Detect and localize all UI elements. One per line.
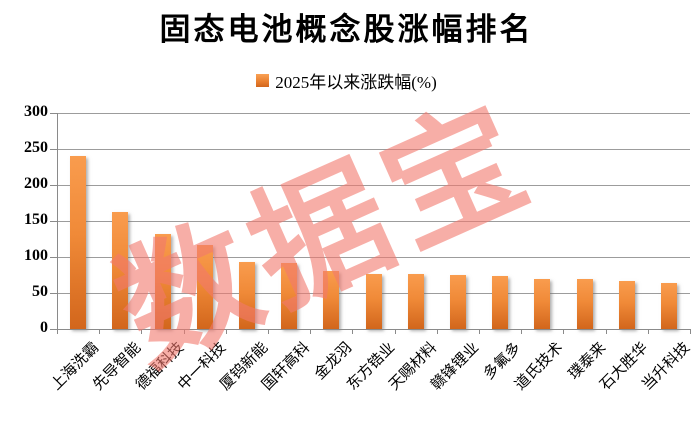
y-axis-tick-label: 0 <box>40 319 48 336</box>
gridline <box>57 184 690 186</box>
x-axis-tick <box>479 329 480 334</box>
y-axis-tick <box>50 112 57 114</box>
gridline <box>57 256 690 258</box>
x-axis-tick <box>394 329 396 334</box>
x-axis-tick <box>647 329 649 334</box>
x-axis-tick <box>268 329 269 334</box>
gridline <box>57 112 690 114</box>
bar-当升科技 <box>660 282 677 329</box>
bar-天赐材料 <box>407 274 424 329</box>
plot-area <box>57 112 690 329</box>
bar-德福科技 <box>154 233 171 329</box>
y-axis-tick-label: 200 <box>24 175 48 192</box>
bar-厦钨新能 <box>238 262 255 329</box>
x-axis-tick <box>352 329 354 334</box>
y-axis-tick-label: 150 <box>24 211 48 228</box>
y-axis-tick-label: 50 <box>32 283 48 300</box>
gridline <box>57 220 690 222</box>
legend: 2025年以来涨跌幅(%) <box>0 68 693 93</box>
x-axis-tick <box>99 329 101 334</box>
y-axis-tick <box>50 328 57 330</box>
bar-先导智能 <box>112 212 129 329</box>
bar-国轩高科 <box>281 262 298 329</box>
bar-中一科技 <box>196 245 213 329</box>
x-axis-line <box>57 329 690 330</box>
x-axis-tick <box>310 329 312 334</box>
y-axis-tick <box>50 292 57 294</box>
y-axis-tick-label: 100 <box>24 247 48 264</box>
gridline <box>57 148 690 150</box>
bar-道氏技术 <box>534 278 551 329</box>
y-axis-tick <box>50 220 57 222</box>
x-axis-tick <box>605 329 607 334</box>
x-axis-tick <box>183 329 185 334</box>
bar-石大胜华 <box>618 281 635 329</box>
y-axis-line <box>57 113 58 329</box>
x-axis-tick <box>690 329 691 334</box>
y-axis-tick <box>50 256 57 258</box>
x-axis-tick <box>141 329 143 334</box>
x-axis-tick <box>521 329 523 334</box>
x-axis-tick <box>57 329 58 334</box>
y-axis-tick-label: 250 <box>24 139 48 156</box>
bar-赣锋锂业 <box>449 275 466 329</box>
y-axis-tick <box>50 148 57 150</box>
bar-上海洗霸 <box>70 156 87 329</box>
bar-东方锆业 <box>365 273 382 329</box>
bar-多氟多 <box>492 276 509 329</box>
x-axis-tick <box>563 329 565 334</box>
x-axis-tick <box>436 329 438 334</box>
bar-金龙羽 <box>323 270 340 329</box>
x-axis-tick <box>225 329 227 334</box>
bar-璞泰来 <box>576 279 593 329</box>
y-axis-tick <box>50 184 57 186</box>
y-axis-tick-label: 300 <box>24 103 48 120</box>
legend-swatch-icon <box>256 74 270 87</box>
legend-label: 2025年以来涨跌幅(%) <box>275 73 437 92</box>
chart-title: 固态电池概念股涨幅排名 <box>159 12 534 47</box>
